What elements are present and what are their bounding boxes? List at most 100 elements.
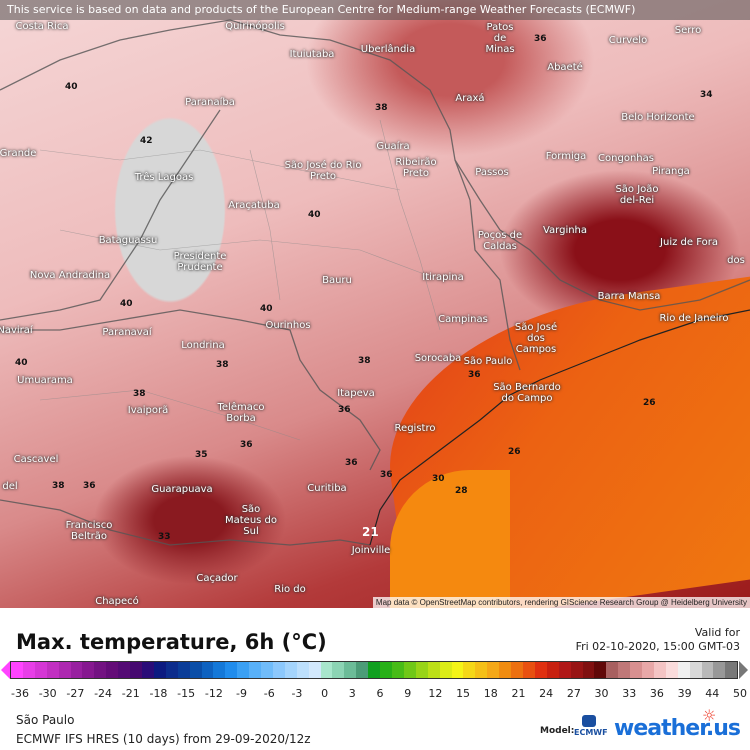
ecmwf-logo[interactable]: ECMWF [574, 715, 608, 737]
map-title: Max. temperature, 6h (°C) [16, 630, 327, 654]
colorbar-swatch [70, 662, 83, 678]
isotherm-label: 36 [380, 470, 393, 480]
isotherm-label: 42 [140, 136, 153, 146]
city-label: Bataguassu [98, 235, 158, 246]
colorbar-tick-label: 39 [677, 687, 692, 700]
colorbar-tick-label: 33 [622, 687, 637, 700]
city-label: Congonhas [598, 153, 654, 164]
city-label: Paranaíba [185, 97, 235, 108]
colorbar-tick-label: -15 [177, 687, 196, 700]
valid-datetime: Fri 02-10-2020, 15:00 GMT-03 [575, 640, 740, 653]
colorbar-tick-label: 0 [321, 687, 329, 700]
colorbar-swatch [582, 662, 595, 678]
city-label: São Mateus do Sul [224, 504, 278, 537]
colorbar-tick-label: 9 [404, 687, 412, 700]
colorbar-tick-label: 6 [376, 687, 384, 700]
city-label: Araçatuba [228, 200, 280, 211]
colorbar-swatch [165, 662, 178, 678]
colorbar-swatch [677, 662, 690, 678]
colorbar-swatch [46, 662, 59, 678]
colorbar-swatch [249, 662, 262, 678]
isotherm-label: 40 [260, 304, 273, 314]
sun-logo-icon: ☼ [702, 706, 717, 725]
city-label: Passos [475, 167, 509, 178]
colorbar-swatch [463, 662, 476, 678]
city-label: Joinville [351, 545, 391, 556]
city-label: Umuarama [17, 375, 73, 386]
model-label: Model: [540, 726, 575, 736]
colorbar-swatch [487, 662, 500, 678]
city-label: Londrina [181, 340, 225, 351]
model-run: ECMWF IFS HRES (10 days) from 29-09-2020… [16, 732, 311, 746]
colorbar-tick-label: -30 [38, 687, 57, 700]
valid-time: Valid for Fri 02-10-2020, 15:00 GMT-03 [576, 626, 740, 654]
colorbar-swatch [665, 662, 678, 678]
colorbar-swatch [475, 662, 488, 678]
colorbar-swatch [368, 662, 381, 678]
city-label: Curitiba [307, 483, 347, 494]
colorbar-swatch [261, 662, 273, 678]
colorbar-swatch [380, 662, 392, 678]
colorbar-tick-label: -36 [11, 687, 29, 700]
colorbar-swatch [392, 662, 404, 678]
isotherm-label: 36 [468, 370, 481, 380]
colorbar-swatch [106, 662, 119, 678]
city-label: Araxá [455, 93, 485, 104]
colorbar-swatch [653, 662, 666, 678]
colorbar-swatch [606, 662, 619, 678]
city-label: Naviraí [0, 325, 33, 336]
colorbar-tick-label: -21 [121, 687, 140, 700]
city-label: Francisco Beltrão [65, 520, 113, 542]
city-label: Quirinópolis [225, 21, 285, 32]
isotherm-label: 26 [508, 447, 521, 457]
colorbar-swatch [713, 662, 726, 678]
isotherm-label: 38 [52, 481, 65, 491]
colorbar-swatch [630, 662, 643, 678]
isotherm-label: 21 [362, 525, 379, 539]
weather-us-logo[interactable]: weather.us [614, 716, 741, 741]
map-data-attribution[interactable]: Map data © OpenStreetMap contributors, r… [372, 597, 750, 608]
colorbar-tick-label: -6 [263, 687, 275, 700]
city-label: Ribeirão Preto [395, 157, 437, 179]
colorbar-swatch [415, 662, 428, 678]
colorbar-swatch [332, 662, 345, 678]
isotherm-label: 36 [345, 458, 358, 468]
colorbar-swatch [427, 662, 440, 678]
colorbar-swatch [594, 662, 607, 678]
colorbar-tick-label: -27 [66, 687, 85, 700]
colorbar-swatch [439, 662, 452, 678]
city-label: Serro [674, 25, 702, 36]
temperature-map[interactable]: Costa Rica Quirinópolis Patos de Minas U… [0, 0, 750, 608]
city-label: del [2, 481, 18, 492]
isotherm-label: 36 [338, 405, 351, 415]
colorbar-swatch [130, 662, 142, 678]
city-label: Itirapina [422, 272, 464, 283]
ecmwf-attribution: This service is based on data and produc… [0, 0, 750, 20]
colorbar-swatch [82, 662, 95, 678]
city-label: São Bernardo do Campo [493, 382, 561, 404]
colorbar-tick-label: 36 [649, 687, 664, 700]
city-label: Guaíra [376, 141, 410, 152]
isotherm-label: 38 [133, 389, 146, 399]
city-label: Poços de Caldas [477, 230, 523, 252]
colorbar-swatch [11, 662, 23, 678]
colorbar-tick-label: -9 [236, 687, 248, 700]
colorbar-max-arrow [739, 661, 748, 679]
isotherm-label: 26 [643, 398, 656, 408]
colorbar-swatch [689, 662, 702, 678]
city-label: São José do Rio Preto [284, 160, 362, 182]
legend-footer: Max. temperature, 6h (°C) Valid for Fri … [0, 608, 750, 750]
colorbar-swatch [451, 662, 464, 678]
isotherm-label: 40 [308, 210, 321, 220]
colorbar-swatch [403, 662, 416, 678]
colorbar-tick-label: 50 [733, 687, 747, 700]
colorbar-tick-label: -3 [291, 687, 303, 700]
colorbar-tick-label: 44 [705, 687, 720, 700]
isotherm-label: 28 [455, 486, 468, 496]
colorbar-tick-label: -18 [149, 687, 168, 700]
isotherm-label: 40 [15, 358, 28, 368]
colorbar-tick-label: -12 [204, 687, 223, 700]
isotherm-label: 35 [195, 450, 208, 460]
colorbar-swatch [499, 662, 512, 678]
city-label: Ivaiporã [127, 405, 169, 416]
